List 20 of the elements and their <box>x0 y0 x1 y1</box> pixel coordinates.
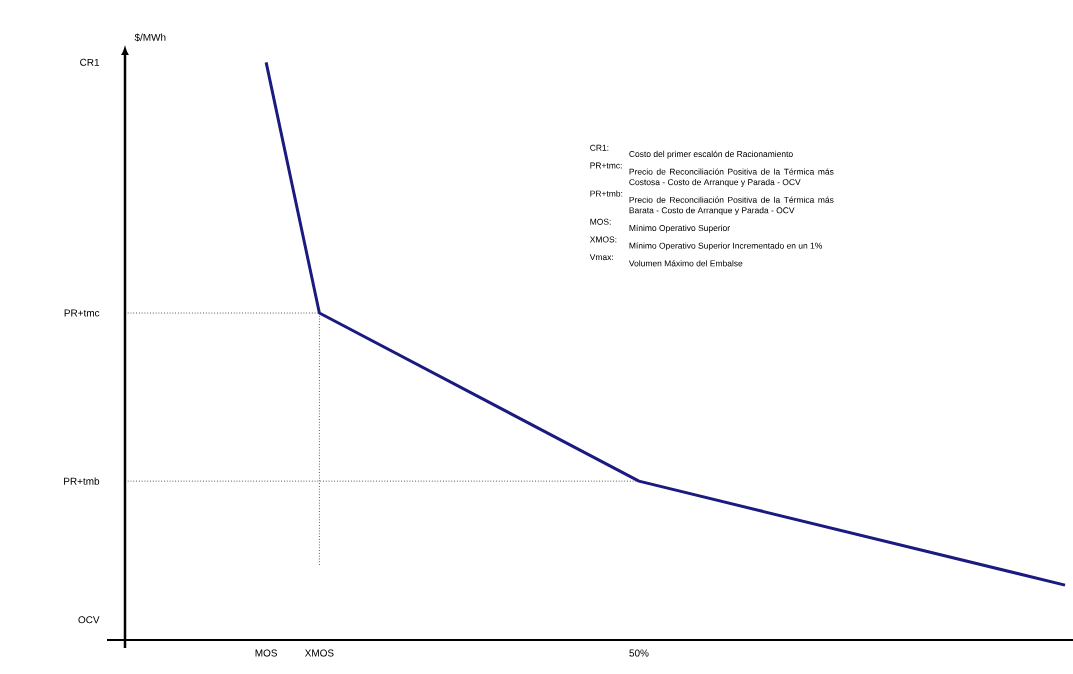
text: $/MWh <box>134 33 166 42</box>
annotation: CR1: <box>590 144 609 151</box>
ref-line-label: PR+tmc <box>64 309 100 317</box>
annotation: PR+tmc: <box>590 162 622 169</box>
annotation: Vmax: <box>589 254 613 261</box>
x-tick-label: 50% <box>629 649 649 657</box>
annotation: Volumen Máximo del Embalse <box>628 260 743 267</box>
x-tick-label: XMOS <box>304 649 334 657</box>
text: OCV <box>78 616 100 624</box>
annotation: XMOS: <box>589 236 617 243</box>
x-tick-label: MOS <box>255 649 278 657</box>
ref-line-label: PR+tmb <box>64 477 100 485</box>
annotation: MOS: <box>590 218 611 225</box>
annotation: Costo del primer escalón de Racionamiento <box>629 150 793 159</box>
annotation: Precio de Reconciliación Positiva de la Térmica más Barata - Costo de Arranque y Parada - OCV <box>629 196 834 215</box>
annotation: Mínimo Operativo Superior Incrementado en un 1% <box>629 242 823 251</box>
text: CR1 <box>80 58 100 66</box>
annotation: PR+tmb: <box>590 190 623 197</box>
annotation: Precio de Reconciliación Positiva de la Térmica más Costosa - Costo de Arranque y Parada - OCV <box>629 168 834 187</box>
annotation: Mínimo Operativo Superior <box>629 224 730 233</box>
